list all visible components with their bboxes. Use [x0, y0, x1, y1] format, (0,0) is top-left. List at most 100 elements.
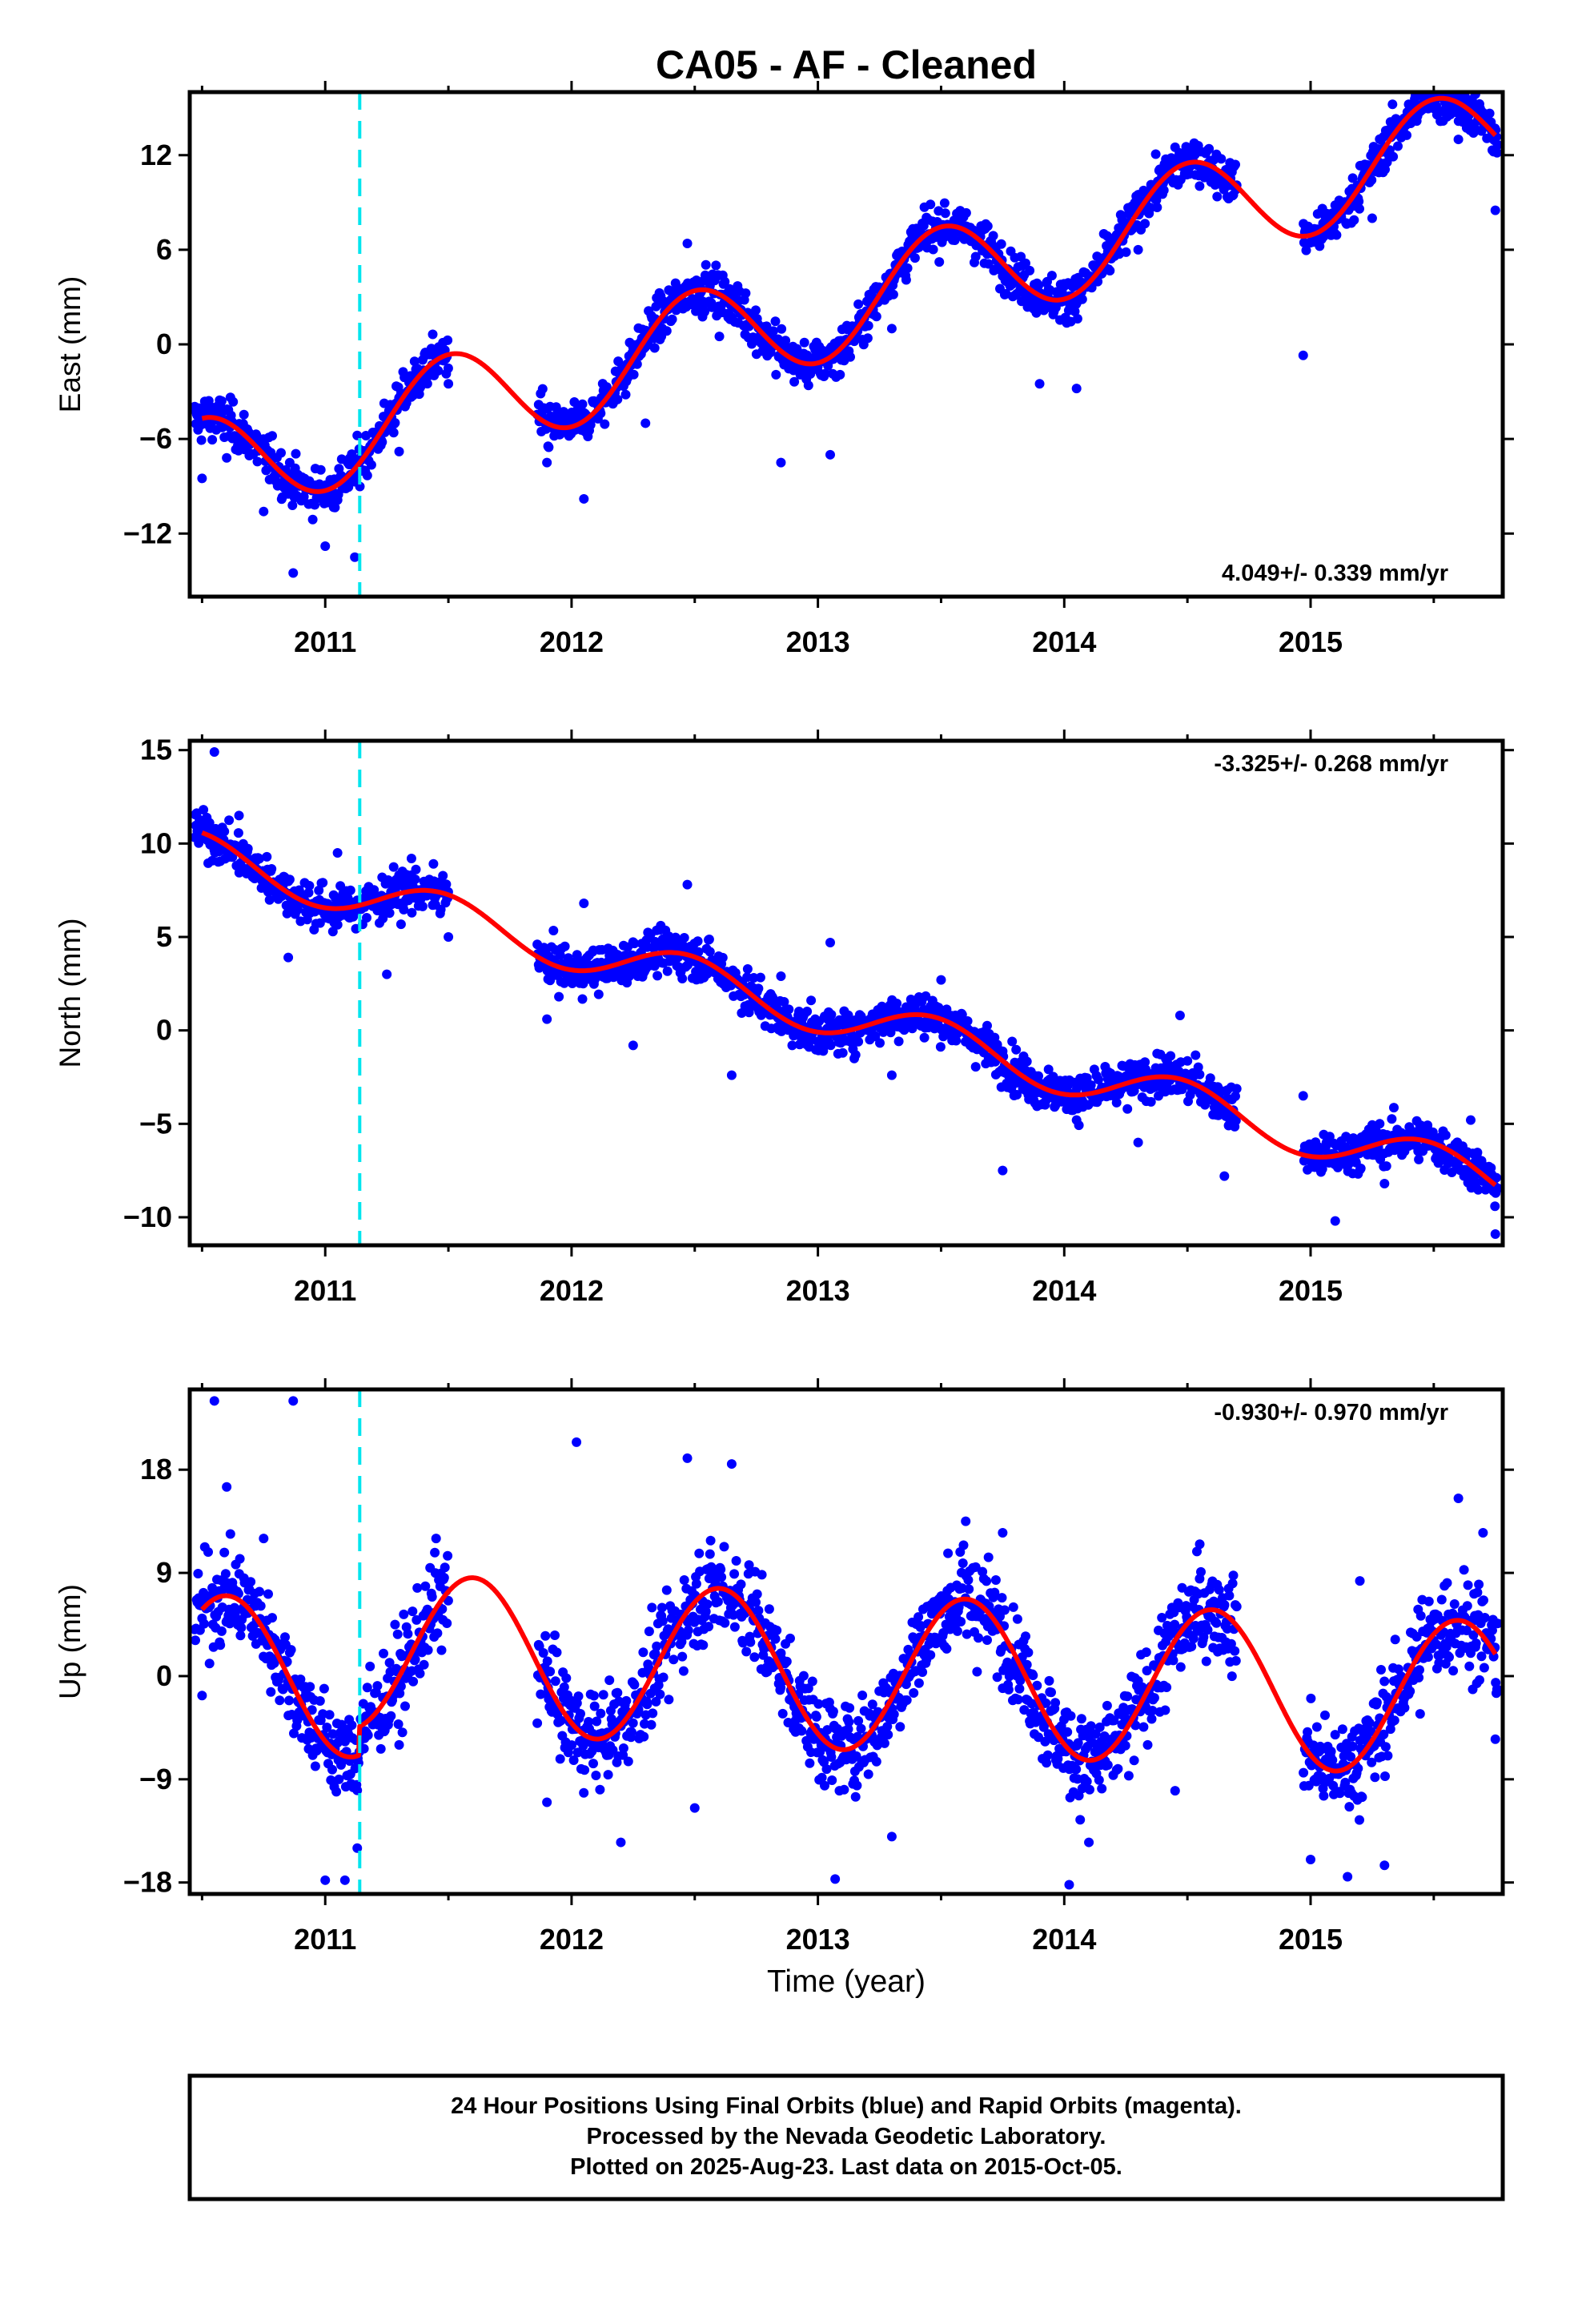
- up-point: [603, 1770, 613, 1780]
- north-point: [1122, 1104, 1133, 1114]
- up-point: [1102, 1760, 1113, 1770]
- up-point: [440, 1562, 450, 1573]
- up-point: [702, 1599, 713, 1610]
- up-point: [365, 1661, 375, 1671]
- east-point: [1034, 280, 1043, 291]
- east-point: [600, 419, 610, 429]
- north-y-tick-label: 10: [140, 826, 172, 859]
- north-point: [1355, 1164, 1366, 1173]
- north-point: [318, 878, 328, 888]
- east-point: [928, 244, 938, 255]
- up-point: [561, 1673, 572, 1683]
- north-point: [284, 875, 295, 885]
- east-point: [267, 431, 277, 441]
- north-observation-point: [542, 1014, 552, 1024]
- north-point: [744, 1007, 754, 1018]
- up-point: [1113, 1763, 1123, 1774]
- north-observation-point: [579, 899, 589, 908]
- up-point: [1162, 1683, 1172, 1692]
- up-point: [879, 1738, 889, 1748]
- north-point: [554, 991, 564, 1002]
- north-point: [1182, 1055, 1193, 1066]
- east-point: [537, 384, 548, 394]
- east-point: [1105, 266, 1115, 275]
- north-point: [693, 936, 703, 947]
- east-point: [700, 307, 709, 317]
- north-observation-point: [825, 938, 835, 947]
- up-point: [751, 1597, 761, 1607]
- up-point: [1122, 1691, 1133, 1702]
- east-point: [377, 437, 387, 447]
- up-point: [731, 1556, 741, 1566]
- north-point: [677, 974, 688, 983]
- up-point: [1196, 1566, 1206, 1577]
- up-point: [1224, 1590, 1235, 1601]
- up-point: [392, 1629, 403, 1639]
- east-point: [252, 456, 263, 467]
- north-point: [970, 1062, 981, 1072]
- east-x-tick-label: 2014: [1032, 625, 1096, 658]
- north-point: [1191, 1050, 1201, 1060]
- east-point: [1231, 159, 1240, 170]
- east-point: [276, 448, 286, 458]
- up-point: [386, 1711, 396, 1721]
- east-x-tick-label: 2012: [540, 625, 604, 658]
- up-point: [1046, 1687, 1056, 1698]
- up-point: [772, 1625, 782, 1635]
- up-point: [1175, 1662, 1186, 1672]
- north-point: [629, 939, 640, 949]
- up-point: [1228, 1570, 1239, 1581]
- up-point: [805, 1758, 815, 1768]
- east-point: [362, 470, 372, 480]
- up-point: [963, 1575, 974, 1585]
- east-point: [1380, 164, 1390, 175]
- up-point: [1008, 1602, 1018, 1612]
- east-point: [1402, 130, 1411, 140]
- east-y-tick-label: 0: [156, 328, 172, 360]
- up-point: [266, 1687, 276, 1697]
- up-point: [1071, 1764, 1082, 1775]
- up-point: [705, 1549, 715, 1559]
- east-observation-point: [640, 418, 651, 428]
- up-point: [857, 1691, 868, 1700]
- up-point: [871, 1756, 881, 1767]
- north-observation-point: [1490, 1229, 1500, 1239]
- east-point: [1387, 99, 1398, 110]
- up-point: [781, 1656, 792, 1667]
- up-point: [1227, 1671, 1237, 1682]
- north-point: [593, 989, 604, 999]
- north-point: [1490, 1201, 1500, 1212]
- up-point: [749, 1652, 760, 1663]
- east-point: [1349, 215, 1359, 225]
- east-point: [741, 288, 751, 299]
- up-point: [770, 1634, 781, 1644]
- north-observation-point: [1298, 1091, 1308, 1101]
- up-point: [745, 1637, 756, 1647]
- east-observation-point: [1071, 384, 1082, 394]
- up-point: [430, 1547, 440, 1558]
- up-point: [1097, 1783, 1107, 1794]
- east-observation-point: [394, 446, 404, 456]
- north-point: [850, 1050, 861, 1060]
- east-point: [777, 324, 787, 334]
- east-point: [422, 379, 432, 389]
- east-point: [799, 337, 809, 348]
- up-point: [393, 1719, 404, 1729]
- east-observation-point: [1170, 142, 1180, 152]
- up-point: [390, 1619, 400, 1630]
- east-y-axis-label: East (mm): [54, 276, 86, 413]
- east-point: [443, 363, 453, 373]
- up-point: [573, 1691, 584, 1702]
- east-x-tick-label: 2013: [786, 625, 850, 658]
- up-point: [652, 1641, 662, 1651]
- east-fit-curve: [200, 95, 1497, 494]
- up-point: [225, 1529, 235, 1539]
- north-point: [399, 904, 409, 915]
- north-point: [384, 908, 395, 919]
- north-observation-point: [234, 810, 244, 821]
- up-point: [664, 1695, 674, 1705]
- up-point: [901, 1695, 912, 1705]
- up-point: [1211, 1618, 1222, 1628]
- east-point: [751, 305, 761, 316]
